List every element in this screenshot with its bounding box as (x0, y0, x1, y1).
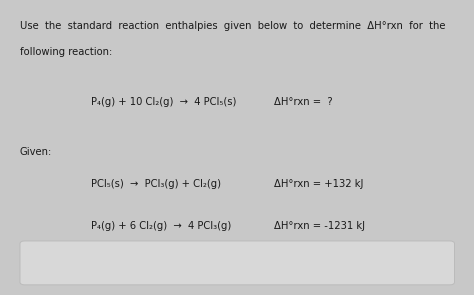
Text: P₄(g) + 6 Cl₂(g)  →  4 PCl₃(g): P₄(g) + 6 Cl₂(g) → 4 PCl₃(g) (91, 221, 231, 231)
Text: Use  the  standard  reaction  enthalpies  given  below  to  determine  ΔH°rxn  f: Use the standard reaction enthalpies giv… (20, 22, 446, 32)
Text: ΔH°rxn = -1231 kJ: ΔH°rxn = -1231 kJ (274, 221, 365, 231)
Text: P₄(g) + 10 Cl₂(g)  →  4 PCl₅(s): P₄(g) + 10 Cl₂(g) → 4 PCl₅(s) (91, 96, 236, 106)
Text: ΔH°rxn = +132 kJ: ΔH°rxn = +132 kJ (274, 179, 363, 189)
Text: PCl₅(s)  →  PCl₃(g) + Cl₂(g): PCl₅(s) → PCl₃(g) + Cl₂(g) (91, 179, 221, 189)
Text: following reaction:: following reaction: (20, 47, 112, 57)
FancyBboxPatch shape (20, 241, 455, 285)
Text: Given:: Given: (20, 148, 52, 158)
Text: ΔH°rxn =  ?: ΔH°rxn = ? (274, 96, 332, 106)
